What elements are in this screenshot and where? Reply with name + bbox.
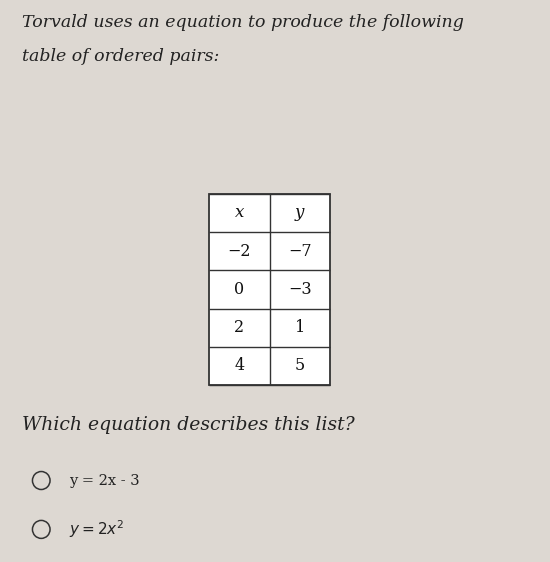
Text: 1: 1	[295, 319, 305, 336]
Text: y = 2x - 3: y = 2x - 3	[69, 474, 139, 487]
Text: $\it{y} = 2x^2$: $\it{y} = 2x^2$	[69, 519, 124, 540]
Text: x: x	[234, 205, 244, 221]
Text: y: y	[295, 205, 305, 221]
Text: Which equation describes this list?: Which equation describes this list?	[22, 416, 355, 434]
Text: −2: −2	[228, 243, 251, 260]
FancyBboxPatch shape	[209, 194, 330, 385]
Text: −3: −3	[288, 281, 311, 298]
Text: Torvald uses an equation to produce the following: Torvald uses an equation to produce the …	[22, 14, 464, 31]
Text: 0: 0	[234, 281, 244, 298]
Text: −7: −7	[288, 243, 311, 260]
Text: 5: 5	[295, 357, 305, 374]
Text: 4: 4	[234, 357, 244, 374]
Text: 2: 2	[234, 319, 244, 336]
Text: table of ordered pairs:: table of ordered pairs:	[22, 48, 219, 65]
